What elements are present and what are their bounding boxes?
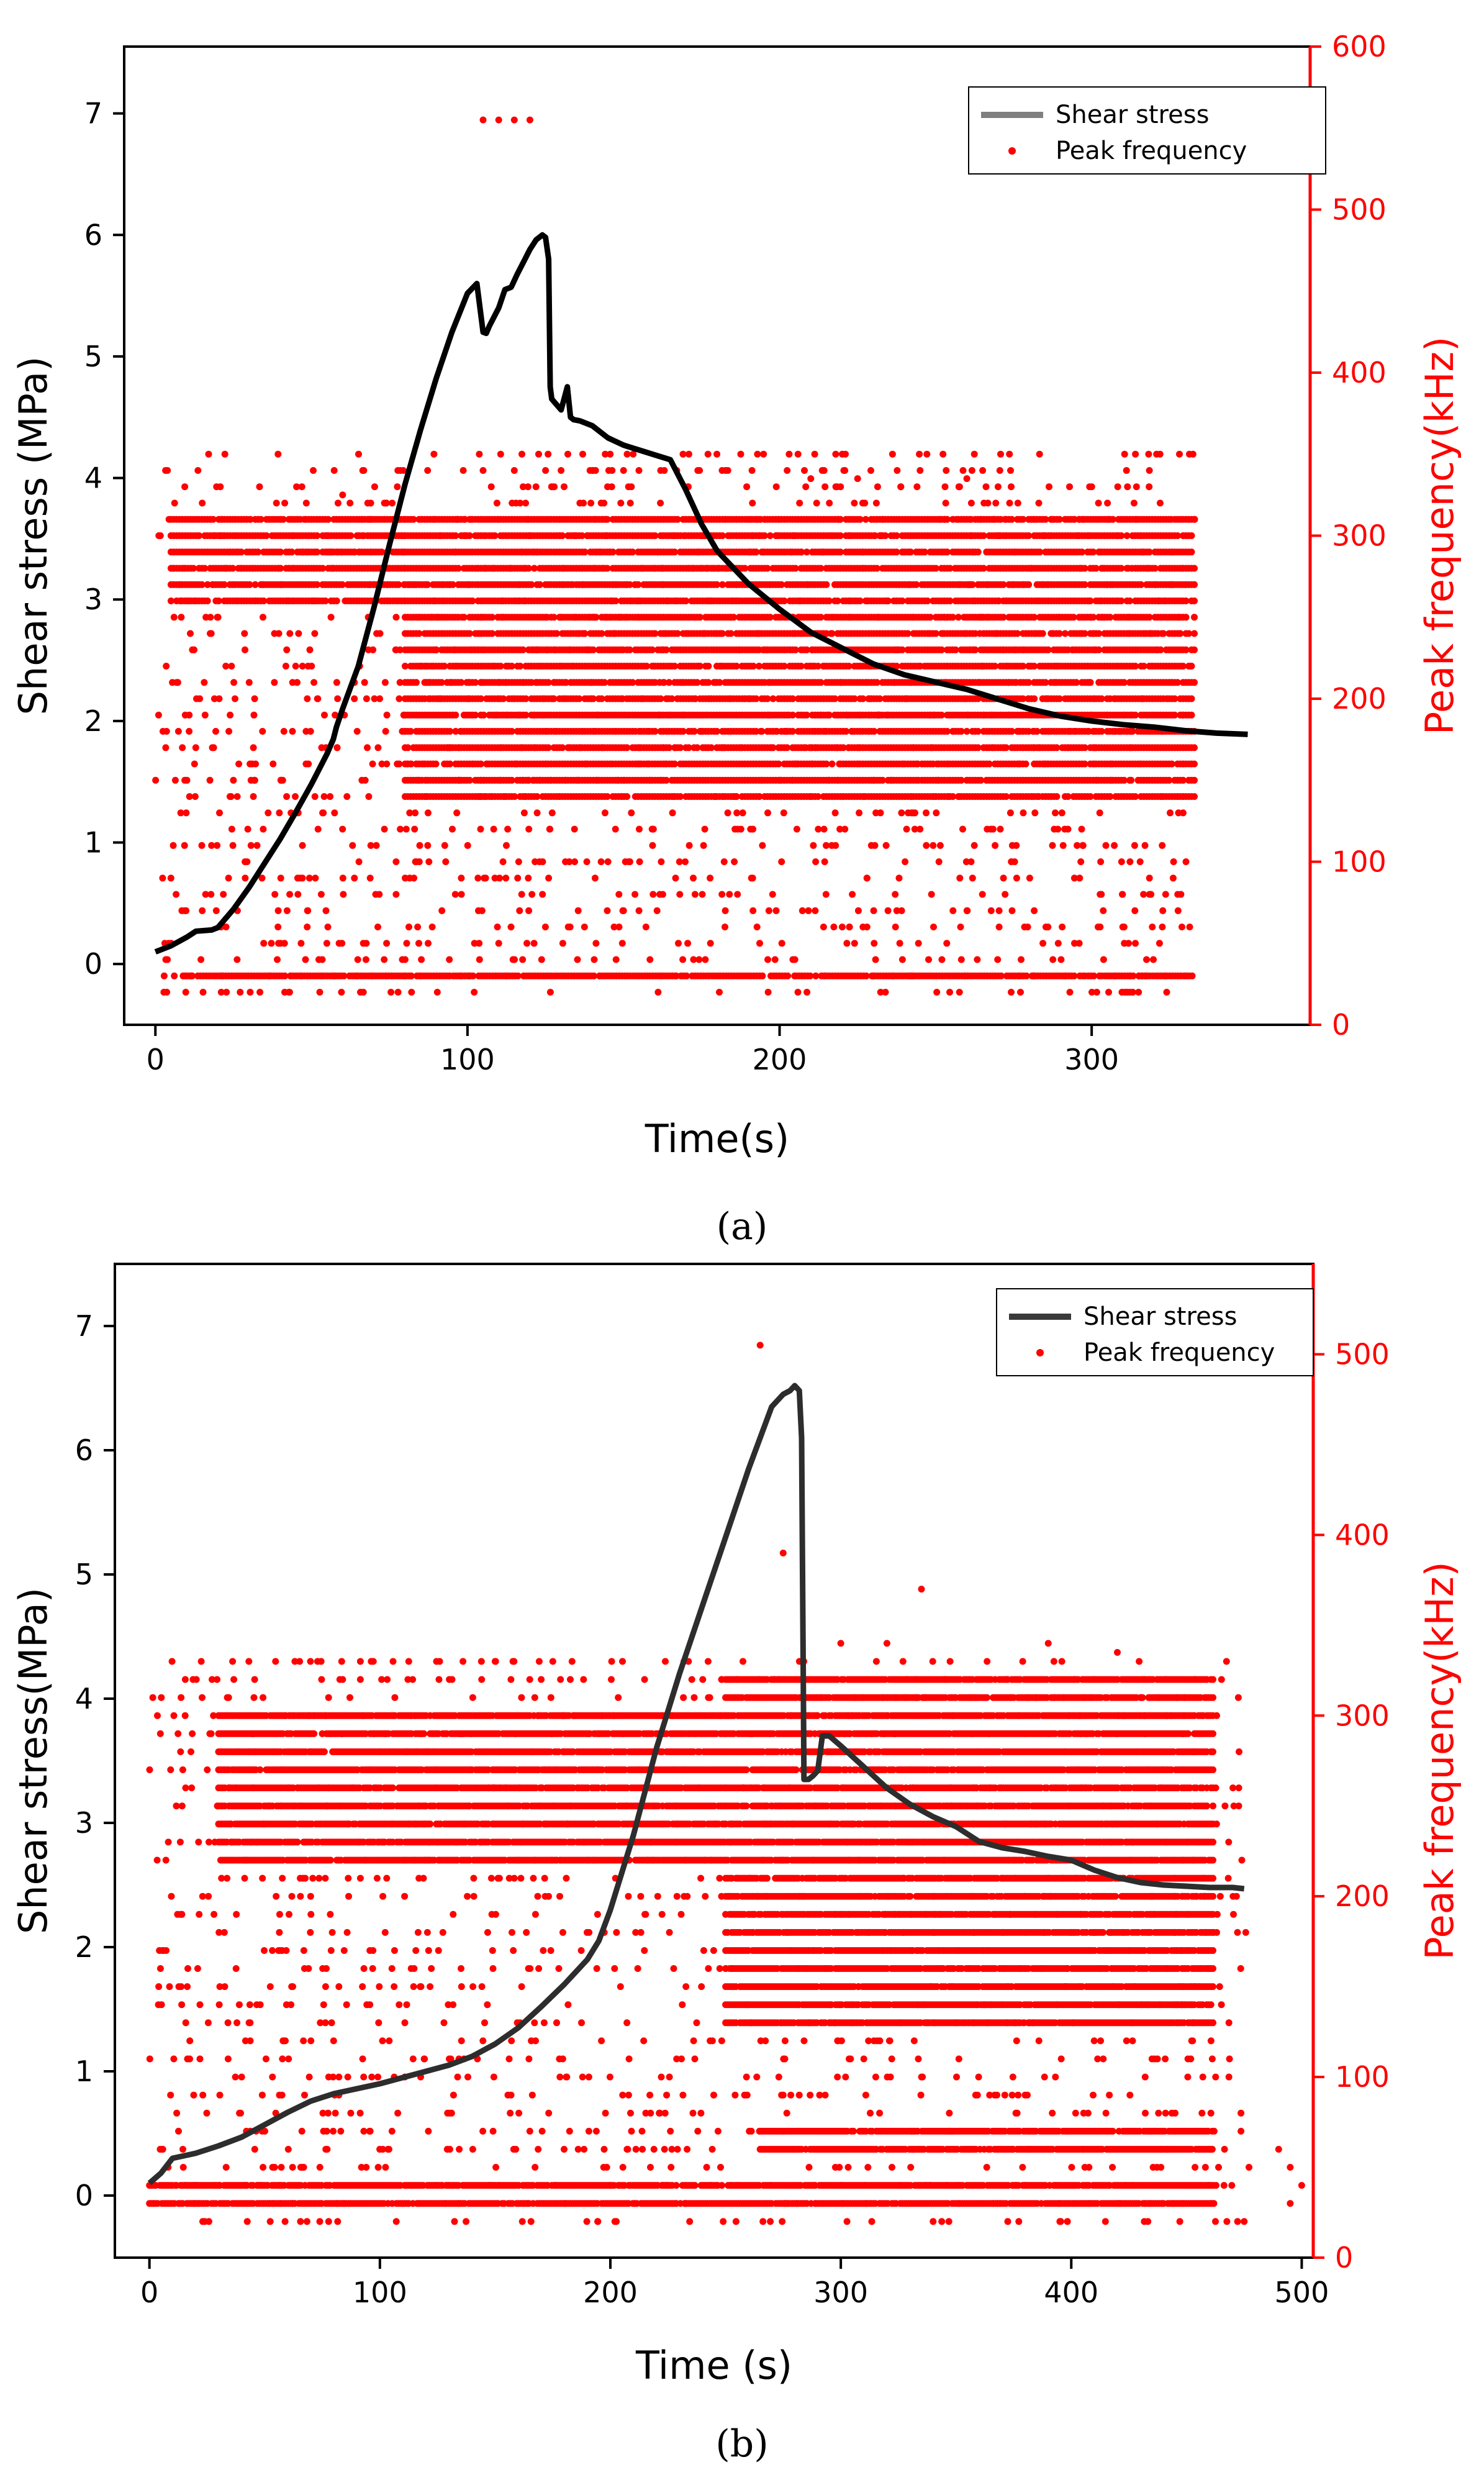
- freq-point: [559, 744, 566, 752]
- freq-point: [862, 972, 870, 979]
- freq-point: [1191, 776, 1198, 784]
- freq-point: [1168, 760, 1175, 768]
- freq-point: [413, 679, 420, 686]
- freq-point: [663, 776, 670, 784]
- freq-point: [1090, 972, 1098, 979]
- freq-point: [545, 744, 552, 752]
- freq-point: [1191, 597, 1198, 604]
- freq-point: [452, 711, 459, 719]
- freq-point: [1191, 744, 1198, 752]
- freq-point: [977, 776, 985, 784]
- freq-point: [1191, 614, 1198, 621]
- freq-point: [514, 972, 522, 979]
- freq-point: [1120, 776, 1128, 784]
- freq-point: [1022, 760, 1029, 768]
- peak-frequency-points-a: [152, 116, 1198, 996]
- freq-point: [775, 760, 782, 768]
- freq-point: [1188, 711, 1195, 719]
- freq-point: [997, 972, 1005, 979]
- freq-point: [759, 972, 766, 979]
- freq-point: [604, 793, 611, 800]
- freq-point: [1070, 972, 1078, 979]
- freq-point: [784, 972, 792, 979]
- freq-point: [466, 776, 473, 784]
- freq-point: [812, 972, 820, 979]
- freq-point: [1053, 793, 1061, 800]
- freq-point: [828, 760, 836, 768]
- freq-point: [1188, 548, 1195, 556]
- freq-point: [533, 793, 541, 800]
- freq-point: [404, 744, 412, 752]
- freq-point: [1191, 679, 1198, 686]
- freq-point: [1191, 793, 1198, 800]
- freq-point: [1002, 793, 1010, 800]
- freq-point: [1182, 614, 1190, 621]
- freq-point: [446, 760, 454, 768]
- freq-point: [985, 760, 993, 768]
- freq-point: [508, 776, 515, 784]
- freq-point: [511, 793, 518, 800]
- freq-point: [590, 972, 597, 979]
- freq-point: [477, 760, 484, 768]
- freq-point: [814, 793, 821, 800]
- freq-point: [957, 776, 965, 784]
- freq-point: [623, 793, 631, 800]
- freq-point: [1191, 630, 1198, 637]
- freq-point: [1191, 581, 1198, 588]
- freq-point: [823, 760, 830, 768]
- freq-point: [1188, 532, 1195, 539]
- freq-point: [1191, 646, 1198, 653]
- freq-point: [1188, 972, 1196, 979]
- freq-point: [683, 972, 690, 979]
- freq-point: [705, 663, 712, 670]
- freq-point: [1165, 776, 1173, 784]
- freq-point: [1023, 972, 1030, 979]
- freq-point: [1179, 776, 1187, 784]
- freq-point: [807, 972, 814, 979]
- freq-point: [1087, 793, 1094, 800]
- freq-point: [1064, 793, 1072, 800]
- freq-point: [1191, 565, 1198, 572]
- freq-point: [432, 760, 440, 768]
- freq-point: [1031, 695, 1038, 702]
- freq-point: [1081, 760, 1088, 768]
- freq-point: [1132, 793, 1139, 800]
- freq-point: [1188, 695, 1195, 702]
- freq-point: [340, 972, 348, 979]
- freq-point: [1191, 760, 1198, 768]
- freq-point: [879, 776, 886, 784]
- freq-point: [677, 793, 684, 800]
- freq-point: [671, 760, 679, 768]
- freq-point: [823, 581, 830, 588]
- freq-point: [281, 972, 289, 979]
